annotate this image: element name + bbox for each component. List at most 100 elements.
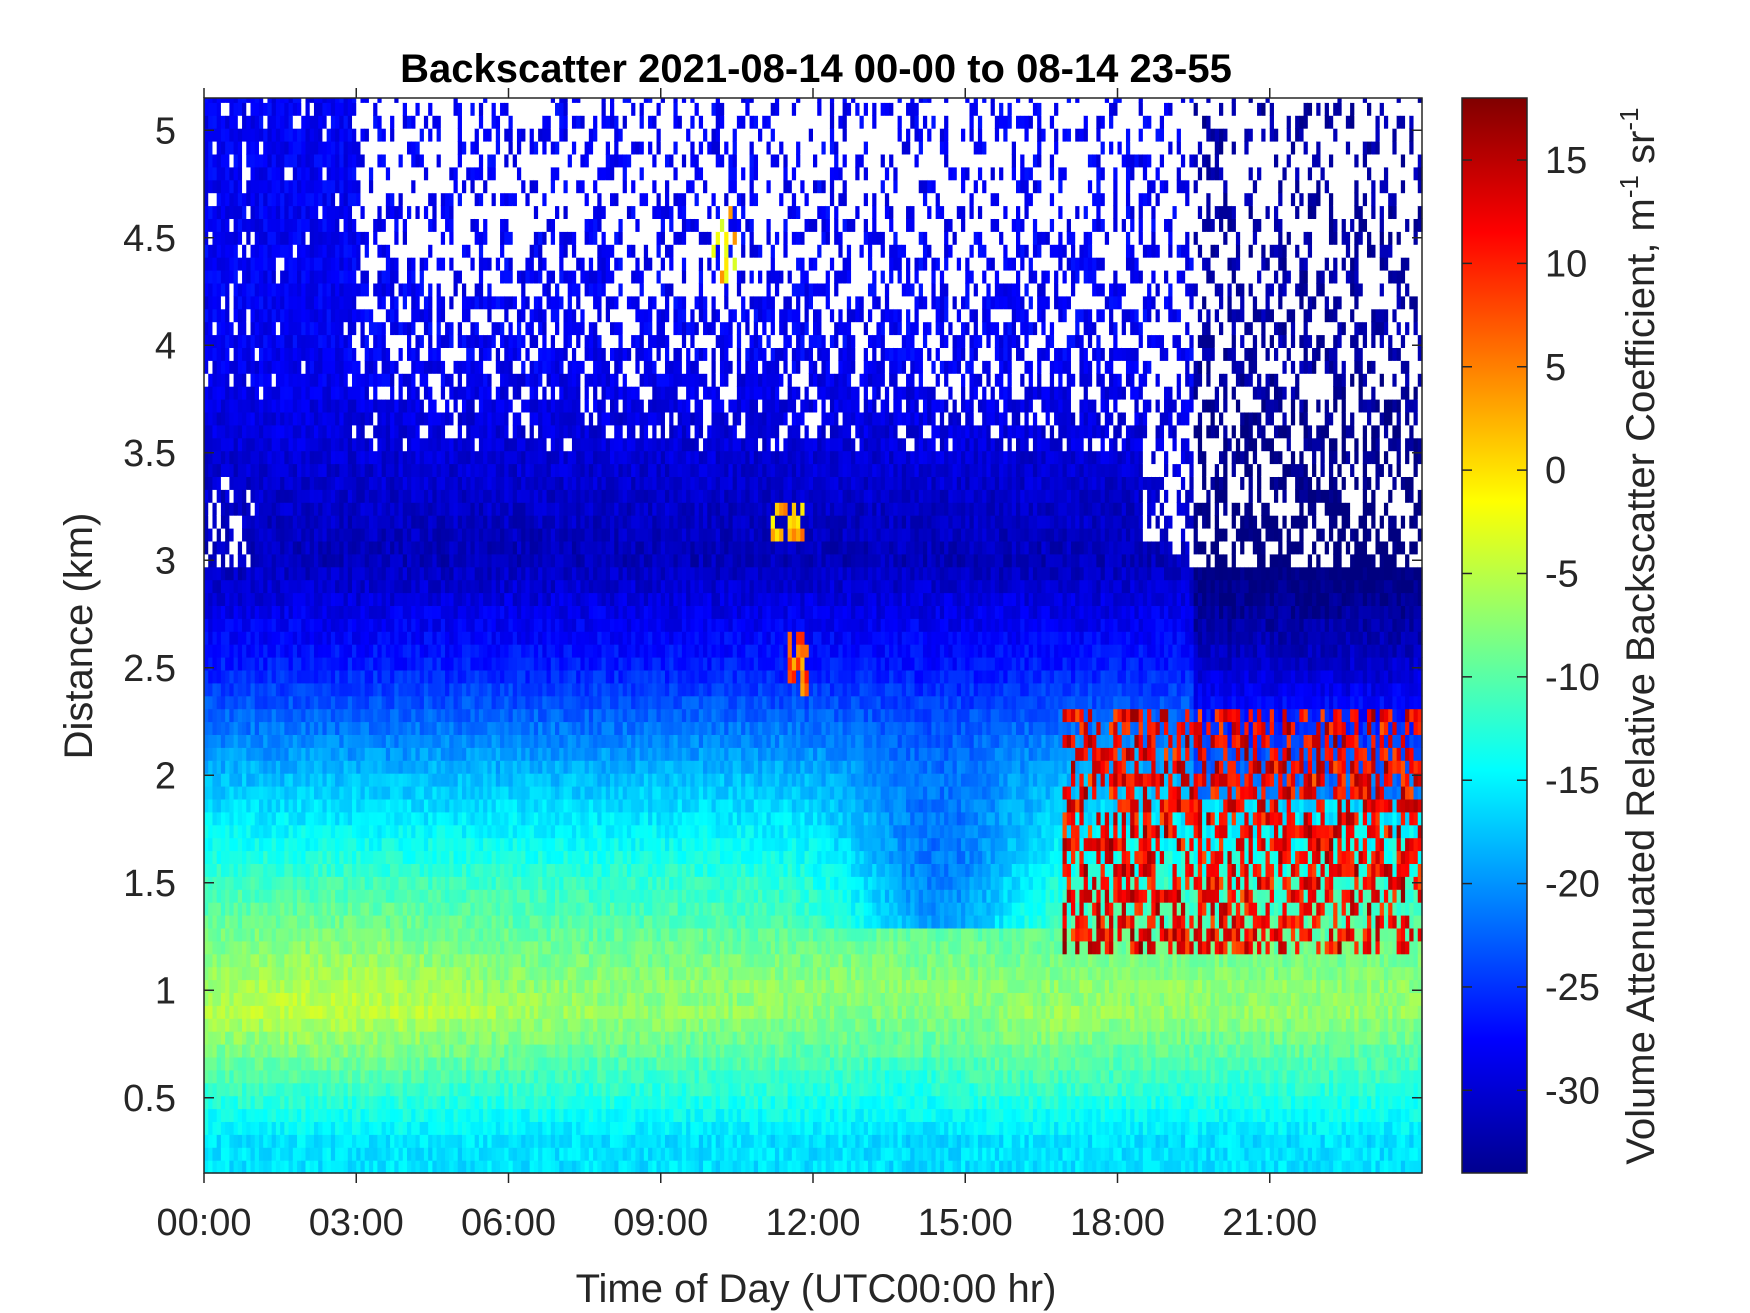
heatmap-cell [356,257,362,271]
heatmap-cell [352,373,357,387]
heatmap-cell [305,321,311,336]
heatmap-cell [271,153,277,168]
heatmap-cell [318,463,324,477]
heatmap-cell [415,244,421,258]
heatmap-cell [411,553,417,568]
heatmap-cell [292,657,298,671]
heatmap-cell [398,515,404,529]
heatmap-cell [368,553,374,568]
heatmap-cell [373,631,378,645]
heatmap-cell [220,1005,226,1019]
heatmap-cell [237,115,243,129]
heatmap-cell [267,747,273,761]
heatmap-cell [292,528,298,542]
heatmap-cell [220,902,226,916]
heatmap-cell [373,786,378,800]
heatmap-cell [242,1005,247,1019]
heatmap-cell [326,876,332,890]
heatmap-cell [229,102,235,116]
heatmap-cell [318,502,324,516]
heatmap-cell [360,192,366,207]
heatmap-cell [381,270,387,284]
heatmap-cell [449,760,455,774]
heatmap-cell [356,321,362,336]
heatmap-cell [254,708,260,723]
heatmap-cell [419,540,425,555]
heatmap-cell [398,966,404,981]
heatmap-cell [292,837,298,852]
heatmap-cell [242,734,247,748]
heatmap-cell [258,1108,264,1122]
heatmap-cell [436,695,442,710]
heatmap-cell [284,308,290,323]
heatmap-cell [373,902,378,916]
heatmap-cell [394,244,400,258]
heatmap-cell [288,308,294,323]
heatmap-cell [318,347,324,361]
heatmap-cell [280,360,285,374]
heatmap-cell [398,308,404,323]
heatmap-cell [377,644,383,658]
heatmap-cell [280,824,285,839]
heatmap-cell [309,811,315,826]
heatmap-cell [233,1134,239,1148]
heatmap-cell [419,953,425,968]
heatmap-cell [322,205,328,219]
heatmap-cell [318,450,324,465]
heatmap-cell [288,334,294,348]
heatmap-cell [411,940,417,955]
heatmap-cell [309,295,315,310]
heatmap-cell [275,128,281,142]
heatmap-cell [258,411,264,426]
heatmap-cell [343,657,349,671]
heatmap-cell [423,1069,429,1084]
heatmap-cell [352,115,357,129]
heatmap-cell [242,566,247,581]
heatmap-cell [275,798,281,813]
heatmap-cell [267,128,273,142]
heatmap-cell [352,721,357,735]
heatmap-cell [233,231,239,245]
heatmap-cell [335,657,340,671]
heatmap-cell [449,437,455,452]
heatmap-cell [271,515,277,529]
heatmap-cell [364,1095,370,1110]
heatmap-cell [229,295,235,310]
heatmap-cell [360,927,366,942]
heatmap-cell [352,966,357,981]
heatmap-cell [216,244,222,258]
heatmap-cell [292,747,298,761]
heatmap-cell [233,515,239,529]
heatmap-cell [373,502,378,516]
heatmap-cell [347,786,353,800]
heatmap-cell [288,115,294,129]
heatmap-cell [275,669,281,684]
heatmap-cell [212,644,218,658]
heatmap-cell [449,399,455,413]
heatmap-cell [309,837,315,852]
heatmap-cell [204,811,209,826]
heatmap-cell [445,334,450,348]
heatmap-cell [423,270,429,284]
heatmap-cell [250,489,256,503]
heatmap-cell [229,721,235,735]
heatmap-cell [204,179,209,194]
heatmap-cell [436,334,442,348]
heatmap-cell [313,618,319,632]
heatmap-cell [313,347,319,361]
heatmap-cell [449,166,455,181]
heatmap-cell [445,244,450,258]
heatmap-cell [335,424,340,439]
heatmap-cell [263,979,269,993]
heatmap-cell [390,773,395,787]
heatmap-cell [330,463,336,477]
heatmap-cell [347,476,353,490]
heatmap-cell [373,179,378,194]
heatmap-cell [402,295,408,310]
heatmap-cell [394,811,400,826]
heatmap-cell [440,502,446,516]
heatmap-cell [263,1031,269,1045]
heatmap-cell [322,553,328,568]
heatmap-cell [284,708,290,723]
heatmap-cell [390,1095,395,1110]
